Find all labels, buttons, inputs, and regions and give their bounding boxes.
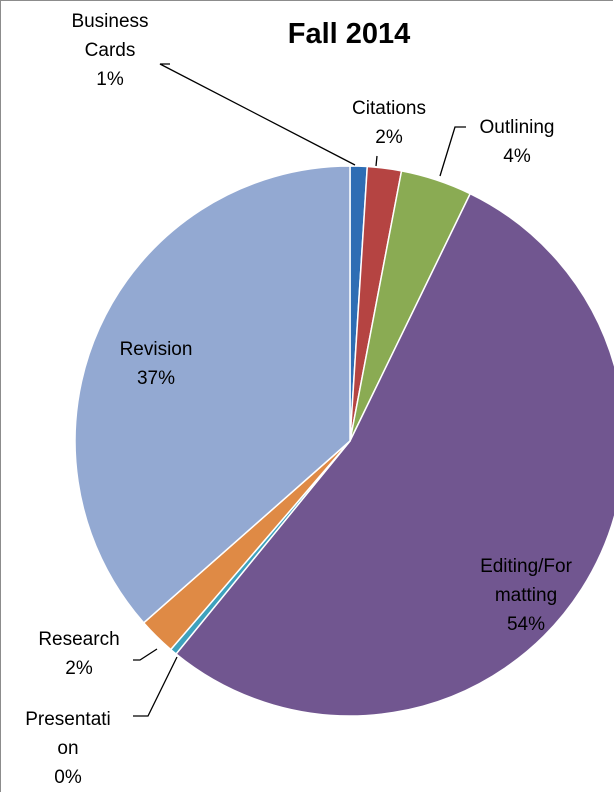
- slice-label-line: Citations: [352, 98, 426, 119]
- pie-slice-revision: [74, 165, 351, 624]
- slice-label-line: matting: [495, 585, 557, 606]
- slice-labels: Business Cards 1% Citations 2% Outlining 4% Edi…: [25, 11, 572, 788]
- slice-label-presentation: Presentati on 0%: [25, 709, 111, 788]
- slice-label-line: Editing/For: [480, 556, 573, 577]
- slice-label-outlining: Outlining 4%: [480, 117, 555, 167]
- slice-label-business-cards: Business Cards 1%: [71, 11, 148, 90]
- slice-label-line: on: [57, 738, 78, 759]
- leader-line-business-cards: [159, 63, 356, 166]
- leader-line-citations: [375, 155, 378, 167]
- slice-label-revision: Revision 37%: [120, 339, 193, 389]
- leader-line-presentation: [133, 656, 178, 717]
- chart-title: Fall 2014: [288, 18, 411, 50]
- slice-label-line: Presentati: [25, 709, 111, 730]
- slice-label-line: Cards: [85, 40, 136, 61]
- leader-line-outlining: [439, 126, 466, 177]
- slice-label-line: Outlining: [480, 117, 555, 138]
- slice-label-line: Research: [38, 629, 119, 650]
- slice-percent: 54%: [507, 614, 545, 635]
- slice-percent: 0%: [54, 767, 82, 788]
- leader-lines: [133, 63, 466, 717]
- slice-label-line: Business: [71, 11, 148, 32]
- slice-label-line: Revision: [120, 339, 193, 360]
- slice-percent: 1%: [96, 69, 124, 90]
- slice-percent: 2%: [375, 127, 403, 148]
- pie-slices: [74, 165, 614, 717]
- slice-percent: 4%: [503, 146, 531, 167]
- leader-line-research: [133, 648, 158, 661]
- pie-slice-editing-formatting: [174, 192, 614, 717]
- slice-label-research: Research 2%: [38, 629, 119, 679]
- slice-label-citations: Citations 2%: [352, 98, 426, 148]
- slice-percent: 37%: [137, 368, 175, 389]
- slice-label-editing-formatting: Editing/For matting 54%: [480, 556, 573, 635]
- slice-percent: 2%: [65, 658, 93, 679]
